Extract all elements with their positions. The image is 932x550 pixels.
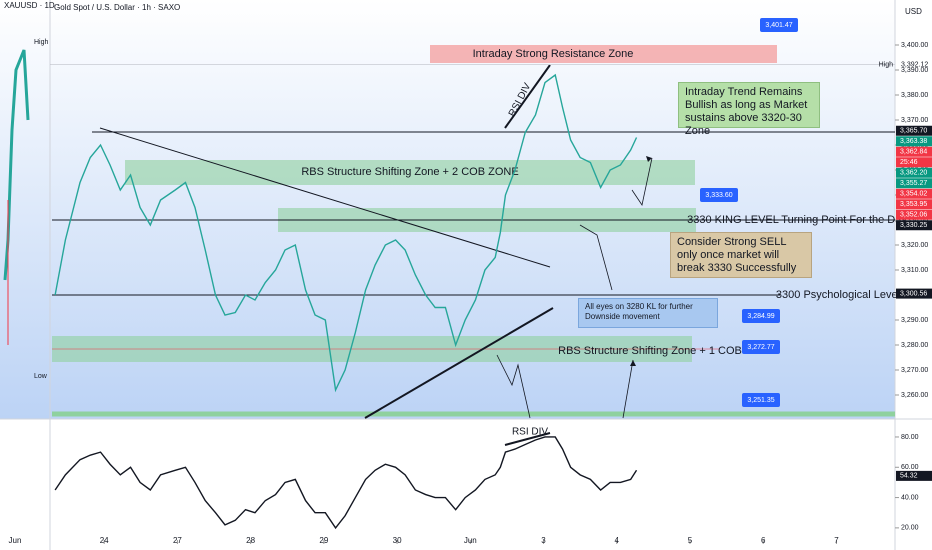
level-label: 3330 KING LEVEL Turning Point For the Da…: [687, 214, 907, 226]
trendline: [99, 127, 551, 268]
y-tick-label: 3,320.00: [901, 242, 928, 249]
price-badge: [896, 157, 932, 168]
price-badge-label: 3,365.70: [900, 128, 927, 135]
price-badge-label: 3,362.20: [900, 170, 927, 177]
price-badge-label: 3,355.27: [900, 180, 927, 187]
x-tick-label: 5: [688, 536, 693, 545]
price-badge: [896, 288, 932, 299]
price-badge: [896, 167, 932, 178]
y-tick-label: 3,270.00: [901, 367, 928, 374]
rsi-badge: [896, 470, 932, 481]
x-tick-label: 28: [246, 536, 255, 545]
chart-title: Gold Spot / U.S. Dollar · 1h · SAXO: [54, 3, 180, 12]
price-badge: [896, 209, 932, 220]
series-line: [54, 436, 638, 530]
y-tick-label: 3,280.00: [901, 342, 928, 349]
x-tick-label: 7: [834, 536, 839, 545]
price-badge-label: 3,300.56: [900, 290, 927, 297]
mini-high: High: [34, 39, 49, 46]
note-sell: Consider Strong SELL only once market wi…: [670, 232, 812, 278]
trendline: [504, 64, 551, 129]
y-tick-label: 80.00: [901, 434, 919, 441]
x-tick-label: 29: [319, 536, 328, 545]
rbs-upper-zone: [125, 160, 695, 185]
price-badge: [896, 199, 932, 210]
currency: USD: [905, 7, 922, 16]
callout: [760, 18, 798, 32]
symbol: XAUUSD · 1D ·: [4, 1, 60, 10]
zone-label: Intraday Strong Resistance Zone: [473, 48, 634, 60]
high-text: High: [879, 62, 894, 69]
y-tick-label: 3,370.00: [901, 117, 928, 124]
price-badge: [896, 146, 932, 157]
trendline: [504, 432, 551, 446]
note-eyes: All eyes on 3280 KL for further Downside…: [578, 298, 718, 328]
y-tick-label: 3,290.00: [901, 317, 928, 324]
callout: [742, 309, 780, 323]
price-badge-label: 3,362.84: [900, 149, 927, 156]
series-line: [54, 73, 638, 393]
x-tick-label: 30: [393, 536, 402, 545]
price-badge: [896, 188, 932, 199]
rsi-div-label: RSI DIV: [512, 427, 548, 438]
price-badge-label: 3,330.25: [900, 222, 927, 229]
trendline: [364, 307, 554, 419]
callout: [742, 340, 780, 354]
price-badge: [896, 136, 932, 147]
x-tick-label: 27: [173, 536, 182, 545]
x-tick-label: 24: [100, 536, 109, 545]
price-badge: [896, 178, 932, 189]
price-badge-label: 3,354.02: [900, 191, 927, 198]
rsi-badge-label: 54.32: [900, 473, 918, 480]
callout: [742, 393, 780, 407]
y-tick-label: 3,390.00: [901, 67, 928, 74]
price-badge: [896, 220, 932, 231]
y-tick-label: 3,400.00: [901, 42, 928, 49]
zone-label: RBS Structure Shifting Zone + 1 COB: [558, 345, 742, 357]
level-label: 3300 Psychological Level: [776, 289, 900, 301]
x-tick-label: 3: [541, 536, 546, 545]
x-tick-label: Jun: [464, 536, 477, 545]
x-tick-label: 6: [761, 536, 766, 545]
y-tick-label: 3,310.00: [901, 267, 928, 274]
y-tick-label: 3,380.00: [901, 92, 928, 99]
callout-label: 3,251.35: [747, 397, 774, 404]
resistance-zone: [430, 45, 777, 63]
projection-path: [496, 157, 653, 419]
price-badge-label: 25:46: [900, 159, 918, 166]
callout-label: 3,333.60: [705, 192, 732, 199]
callout-label: 3,284.99: [747, 313, 774, 320]
zone-label: RBS Structure Shifting Zone + 2 COB ZONE: [301, 166, 518, 178]
price-badge: [896, 125, 932, 136]
high-label: 3,392.12: [901, 62, 928, 69]
y-tick-label: 60.00: [901, 464, 919, 471]
price-badge-label: 3,363.38: [900, 138, 927, 145]
price-badge-label: 3,352.06: [900, 212, 927, 219]
x-tick-label: 4: [615, 536, 620, 545]
mini-month: Jun: [9, 536, 22, 545]
callout-label: 3,401.47: [765, 22, 792, 29]
callout: [700, 188, 738, 202]
y-tick-label: 40.00: [901, 494, 919, 501]
callout-label: 3,272.77: [747, 344, 774, 351]
y-tick-label: 3,260.00: [901, 392, 928, 399]
price-badge-label: 3,353.95: [900, 201, 927, 208]
y-tick-label: 20.00: [901, 525, 919, 532]
mini-low: Low: [34, 373, 48, 380]
note-trend: Intraday Trend Remains Bullish as long a…: [678, 82, 820, 137]
